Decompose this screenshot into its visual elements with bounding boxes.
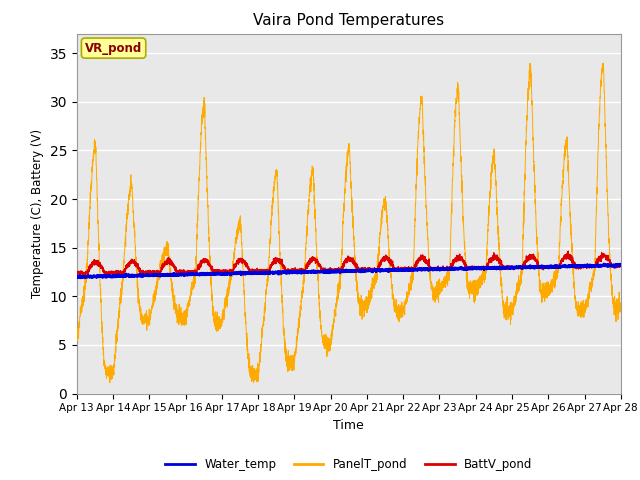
Y-axis label: Temperature (C), Battery (V): Temperature (C), Battery (V) [31, 129, 44, 298]
Text: VR_pond: VR_pond [85, 42, 142, 55]
Legend: Water_temp, PanelT_pond, BattV_pond: Water_temp, PanelT_pond, BattV_pond [161, 454, 537, 476]
Title: Vaira Pond Temperatures: Vaira Pond Temperatures [253, 13, 444, 28]
X-axis label: Time: Time [333, 419, 364, 432]
